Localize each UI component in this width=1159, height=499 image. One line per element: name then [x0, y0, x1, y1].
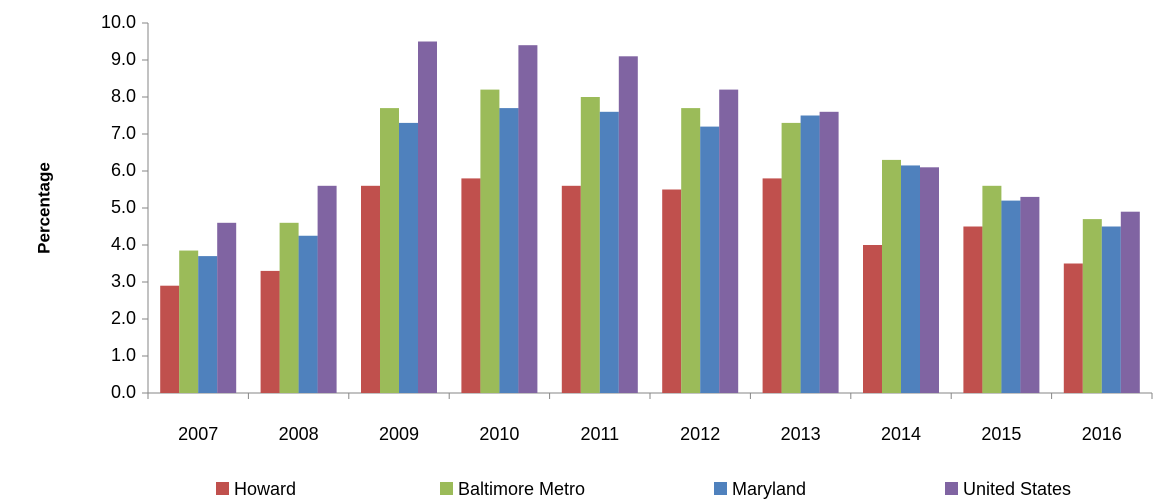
y-tick-label: 5.0	[111, 197, 136, 217]
bar	[317, 185, 337, 393]
y-tick-label: 6.0	[111, 160, 136, 180]
bar	[260, 270, 280, 393]
bar	[380, 108, 399, 393]
bar	[882, 159, 901, 393]
bar	[819, 111, 839, 394]
bar	[461, 178, 481, 393]
x-tick-label: 2011	[580, 424, 619, 444]
bar	[963, 226, 983, 393]
bar	[1120, 211, 1140, 393]
bar	[561, 185, 581, 393]
bar	[901, 165, 920, 393]
legend-swatch	[714, 482, 727, 495]
y-axis-label: Percentage	[34, 162, 53, 254]
bar	[762, 178, 782, 393]
y-tick-label: 1.0	[111, 345, 136, 365]
legend-swatch	[440, 482, 453, 495]
bar	[518, 45, 538, 393]
bar	[662, 189, 682, 393]
y-tick-label: 2.0	[111, 308, 136, 328]
legend-label: Maryland	[732, 479, 806, 499]
bar	[1063, 263, 1083, 393]
bar	[198, 256, 218, 393]
bar	[719, 89, 739, 393]
legend-label: United States	[963, 479, 1071, 499]
bar	[499, 108, 519, 393]
y-tick-label: 7.0	[111, 123, 136, 143]
y-tick-label: 4.0	[111, 234, 136, 254]
bar	[279, 222, 299, 393]
bar	[863, 245, 882, 393]
x-tick-label: 2009	[379, 424, 419, 444]
bar	[160, 285, 180, 393]
bar	[1001, 200, 1021, 393]
bar	[418, 41, 437, 393]
bar	[781, 122, 801, 394]
bar	[480, 89, 500, 393]
bar	[1101, 226, 1121, 393]
x-tick-label: 2012	[680, 424, 720, 444]
bar	[179, 250, 199, 393]
x-tick-label: 2015	[981, 424, 1021, 444]
bar	[1020, 196, 1040, 393]
y-tick-label: 9.0	[111, 49, 136, 69]
bar	[599, 111, 619, 394]
bar	[217, 222, 237, 393]
x-tick-label: 2010	[479, 424, 519, 444]
x-tick-label: 2008	[279, 424, 319, 444]
legend-label: Howard	[234, 479, 296, 499]
x-tick-label: 2016	[1082, 424, 1122, 444]
x-tick-label: 2007	[178, 424, 218, 444]
x-tick-label: 2013	[781, 424, 821, 444]
y-tick-label: 10.0	[101, 12, 136, 32]
y-tick-label: 0.0	[111, 382, 136, 402]
x-tick-label: 2014	[881, 424, 921, 444]
bar	[580, 97, 600, 393]
bar	[298, 235, 318, 393]
bar	[399, 122, 418, 394]
bar	[920, 167, 939, 393]
bar	[618, 56, 638, 394]
bar	[681, 108, 701, 393]
y-tick-label: 8.0	[111, 86, 136, 106]
bar	[1082, 219, 1102, 393]
legend-swatch	[945, 482, 958, 495]
legend-label: Baltimore Metro	[458, 479, 585, 499]
bar	[361, 185, 380, 393]
bar	[800, 115, 820, 393]
legend-swatch	[216, 482, 229, 495]
bar	[982, 185, 1002, 393]
bar	[700, 126, 720, 393]
y-tick-label: 3.0	[111, 271, 136, 291]
